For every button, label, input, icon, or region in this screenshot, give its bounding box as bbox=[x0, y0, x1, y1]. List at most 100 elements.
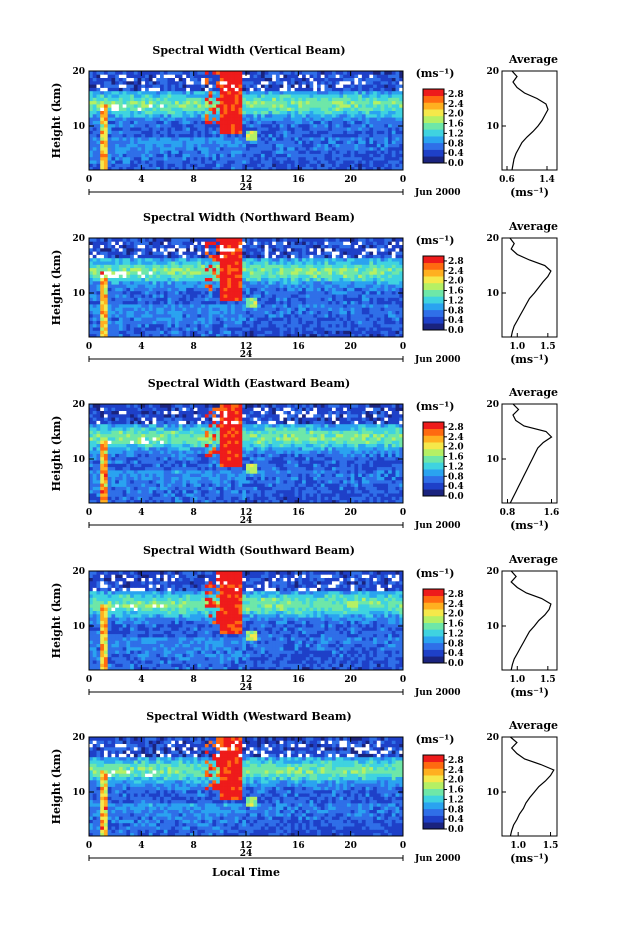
heatmap-cell bbox=[156, 140, 160, 144]
colorbar-tick-label: 2.0 bbox=[448, 110, 464, 120]
heatmap-cell bbox=[366, 91, 370, 95]
heatmap-cell bbox=[261, 271, 265, 275]
heatmap-cell bbox=[280, 91, 284, 95]
heatmap-cell bbox=[250, 101, 254, 105]
heatmap-cell bbox=[283, 111, 287, 115]
heatmap-cell bbox=[93, 160, 97, 164]
heatmap-cell bbox=[179, 324, 183, 328]
heatmap-cell bbox=[153, 274, 157, 278]
heatmap-cell bbox=[291, 311, 295, 315]
heatmap-cell bbox=[310, 281, 314, 285]
heatmap-cell bbox=[377, 160, 381, 164]
heatmap-cell bbox=[384, 88, 388, 92]
heatmap-cell bbox=[153, 258, 157, 262]
heatmap-cell bbox=[220, 97, 224, 101]
heatmap-cell bbox=[276, 258, 280, 262]
heatmap-cell bbox=[194, 327, 198, 331]
heatmap-cell bbox=[186, 311, 190, 315]
heatmap-cell bbox=[328, 314, 332, 318]
heatmap-cell bbox=[377, 127, 381, 131]
heatmap-cell bbox=[153, 301, 157, 305]
heatmap-cell bbox=[231, 264, 235, 268]
heatmap-cell bbox=[239, 97, 243, 101]
heatmap-cell bbox=[261, 147, 265, 151]
heatmap-cell bbox=[130, 130, 134, 134]
heatmap-cell bbox=[239, 74, 243, 78]
heatmap-cell bbox=[332, 137, 336, 141]
heatmap-cell bbox=[227, 324, 231, 328]
heatmap-cell bbox=[351, 94, 355, 98]
heatmap-cell bbox=[369, 121, 373, 125]
heatmap-cell bbox=[347, 88, 351, 92]
heatmap-cell bbox=[119, 137, 123, 141]
heatmap-cell bbox=[190, 307, 194, 311]
heatmap-cell bbox=[377, 274, 381, 278]
heatmap-cell bbox=[253, 281, 257, 285]
heatmap-cell bbox=[108, 147, 112, 151]
heatmap-cell bbox=[175, 264, 179, 268]
heatmap-cell bbox=[100, 130, 104, 134]
heatmap-cell bbox=[272, 154, 276, 158]
heatmap-cell bbox=[313, 261, 317, 265]
heatmap-cell bbox=[96, 258, 100, 262]
heatmap-cell bbox=[336, 271, 340, 275]
heatmap-cell bbox=[220, 117, 224, 121]
heatmap-cell bbox=[179, 74, 183, 78]
heatmap-cell bbox=[134, 248, 138, 252]
heatmap-cell bbox=[175, 301, 179, 305]
heatmap-cell bbox=[156, 134, 160, 138]
heatmap-cell bbox=[246, 130, 250, 134]
heatmap-cell bbox=[197, 321, 201, 325]
heatmap-cell bbox=[130, 291, 134, 295]
heatmap-cell bbox=[295, 104, 299, 108]
heatmap-cell bbox=[205, 301, 209, 305]
heatmap-cell bbox=[351, 255, 355, 259]
heatmap-cell bbox=[373, 71, 377, 75]
heatmap-cell bbox=[257, 157, 261, 161]
heatmap-cell bbox=[272, 94, 276, 98]
heatmap-cell bbox=[145, 258, 149, 262]
heatmap-cell bbox=[205, 134, 209, 138]
heatmap-cell bbox=[347, 101, 351, 105]
heatmap-cell bbox=[321, 327, 325, 331]
heatmap-cell bbox=[108, 258, 112, 262]
heatmap-cell bbox=[287, 291, 291, 295]
heatmap-cell bbox=[268, 294, 272, 298]
heatmap-cell bbox=[134, 101, 138, 105]
heatmap-cell bbox=[276, 255, 280, 259]
heatmap-cell bbox=[149, 245, 153, 249]
heatmap-cell bbox=[351, 261, 355, 265]
heatmap-cell bbox=[153, 71, 157, 75]
heatmap-cell bbox=[295, 137, 299, 141]
heatmap-cell bbox=[164, 255, 168, 259]
heatmap-cell bbox=[384, 278, 388, 282]
heatmap-cell bbox=[253, 261, 257, 265]
heatmap-cell bbox=[265, 144, 269, 148]
heatmap-cell bbox=[160, 163, 164, 167]
heatmap-cell bbox=[246, 121, 250, 125]
heatmap-cell bbox=[104, 163, 108, 167]
heatmap-cell bbox=[280, 134, 284, 138]
heatmap-cell bbox=[366, 255, 370, 259]
heatmap-cell bbox=[145, 114, 149, 118]
heatmap-cell bbox=[325, 74, 329, 78]
heatmap-cell bbox=[261, 278, 265, 282]
heatmap-cell bbox=[130, 327, 134, 331]
heatmap-cell bbox=[134, 301, 138, 305]
heatmap-cell bbox=[325, 311, 329, 315]
heatmap-cell bbox=[138, 104, 142, 108]
heatmap-cell bbox=[235, 255, 239, 259]
heatmap-cell bbox=[310, 157, 314, 161]
heatmap-cell bbox=[108, 84, 112, 88]
heatmap-cell bbox=[339, 104, 343, 108]
heatmap-cell bbox=[201, 101, 205, 105]
heatmap-cell bbox=[164, 124, 168, 128]
heatmap-cell bbox=[295, 84, 299, 88]
heatmap-cell bbox=[126, 104, 130, 108]
heatmap-cell bbox=[123, 268, 127, 272]
heatmap-cell bbox=[231, 154, 235, 158]
heatmap-cell bbox=[366, 251, 370, 255]
heatmap-cell bbox=[332, 281, 336, 285]
heatmap-cell bbox=[182, 330, 186, 334]
heatmap-cell bbox=[138, 140, 142, 144]
